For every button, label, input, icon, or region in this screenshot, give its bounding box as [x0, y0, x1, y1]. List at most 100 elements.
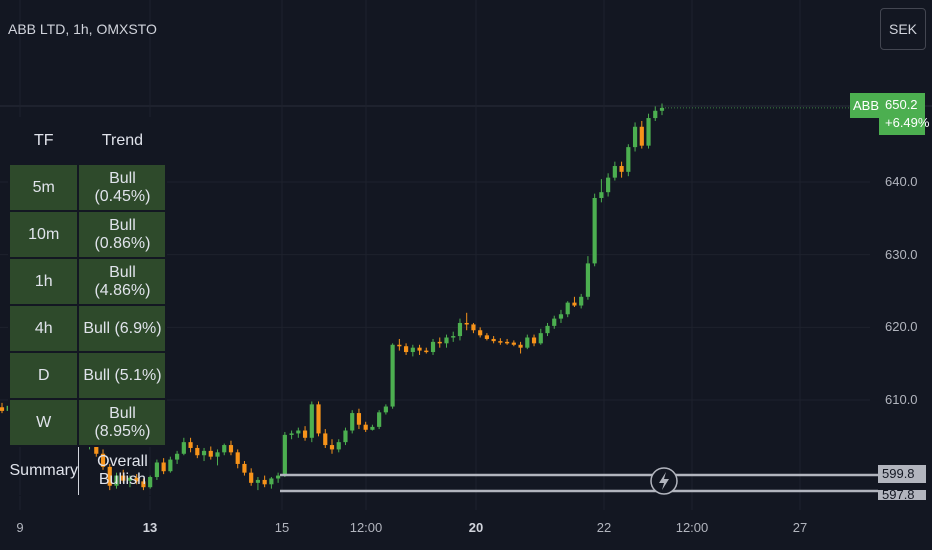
candle-body — [498, 341, 503, 343]
candle-body — [612, 166, 617, 178]
row-tf: 4h — [7, 304, 80, 353]
candle-body — [249, 472, 254, 483]
candle-body — [336, 442, 341, 450]
candle-body — [377, 412, 382, 427]
candle-body — [457, 322, 463, 337]
candle-body — [0, 407, 5, 411]
candle-body — [309, 404, 314, 438]
level-tag-lower: 597.8 — [878, 490, 926, 500]
candle-body — [403, 346, 409, 353]
currency-button[interactable]: SEK — [880, 8, 926, 50]
candle-body — [525, 337, 530, 348]
candle-body — [282, 434, 287, 476]
candle-body — [653, 110, 658, 119]
row-tf: W — [7, 398, 80, 447]
level-lines — [280, 473, 878, 493]
candle-body — [390, 344, 395, 407]
candle-body — [289, 433, 294, 435]
x-tick-label: 15 — [274, 520, 290, 535]
candle-body — [363, 424, 368, 430]
candle-body — [181, 442, 186, 454]
candle-body — [505, 341, 510, 344]
y-tick-label: 640.0 — [885, 174, 918, 189]
trend-table-header: TF Trend — [8, 117, 167, 165]
x-tick-label: 22 — [596, 520, 612, 535]
candle-body — [276, 475, 281, 479]
row-tf: 1h — [7, 257, 80, 306]
row-trend: Bull (6.9%) — [77, 304, 168, 353]
row-trend: Bull (5.1%) — [77, 351, 168, 400]
candle-body — [215, 452, 220, 457]
header-tf: TF — [8, 117, 79, 165]
candle-body — [175, 453, 180, 460]
candle-body — [188, 442, 193, 448]
candle-body — [168, 459, 173, 472]
candle-body — [619, 166, 624, 172]
summary-value: Overall Bullish — [77, 445, 167, 496]
candle-body — [343, 430, 348, 443]
y-tick-label: 610.0 — [885, 392, 918, 407]
candle-body — [242, 463, 247, 473]
symbol-tag: ABB — [850, 93, 883, 118]
candle-body — [397, 344, 402, 347]
header-trend: Trend — [77, 117, 167, 165]
candle-body — [606, 177, 611, 193]
row-tf: 10m — [7, 210, 80, 259]
candle-body — [531, 337, 537, 344]
candle-body — [552, 318, 557, 326]
candle-body — [235, 452, 240, 464]
candle-body — [511, 342, 516, 345]
candle-body — [585, 263, 591, 297]
candle-body — [592, 197, 597, 264]
candle-body — [424, 350, 429, 353]
row-trend: Bull (8.95%) — [77, 398, 168, 447]
candle-body — [222, 445, 227, 453]
candle-body — [538, 333, 543, 344]
x-tick-label: 12:00 — [675, 520, 709, 535]
table-row: 4h Bull (6.9%) — [7, 304, 168, 353]
candle-body — [195, 447, 200, 456]
candle-body — [599, 192, 604, 198]
candle-body — [350, 413, 355, 431]
candle-body — [626, 147, 631, 172]
summary-row: Summary Overall Bullish — [8, 445, 167, 496]
candle-body — [417, 347, 422, 351]
candle-body — [323, 433, 328, 446]
candle-body — [646, 118, 651, 146]
chart-title: ABB LTD, 1h, OMXSTO — [8, 21, 157, 37]
x-tick-label: 20 — [468, 520, 484, 535]
level-tag-upper: 599.8 — [878, 465, 926, 483]
candle-body — [444, 337, 449, 344]
table-row: 5m Bull (0.45%) — [7, 163, 168, 212]
candle-body — [430, 341, 436, 353]
candle-body — [201, 450, 207, 456]
candle-body — [370, 426, 375, 430]
candle-body — [228, 445, 234, 453]
candle-body — [471, 324, 476, 331]
candle-body — [356, 413, 362, 425]
candle-body — [491, 338, 496, 342]
candle-body — [383, 406, 388, 413]
candle-body — [262, 479, 267, 485]
x-tick-label: 13 — [142, 520, 158, 535]
last-price-value: 650.2 — [885, 97, 918, 112]
candle-body — [639, 126, 644, 146]
candle-body — [518, 344, 523, 348]
row-trend: Bull (0.86%) — [77, 210, 168, 259]
candle-body — [659, 107, 665, 111]
table-row: 1h Bull (4.86%) — [7, 257, 168, 306]
row-tf: 5m — [7, 163, 80, 212]
candle-body — [269, 478, 274, 485]
candle-body — [410, 347, 415, 353]
candle-body — [558, 314, 564, 319]
table-row: 10m Bull (0.86%) — [7, 210, 168, 259]
candle-body — [437, 341, 442, 344]
table-row: W Bull (8.95%) — [7, 398, 168, 447]
candle-body — [451, 336, 456, 338]
trend-table: TF Trend 5m Bull (0.45%) 10m Bull (0.86%… — [7, 117, 168, 496]
candle-body — [316, 404, 321, 434]
candle-body — [478, 330, 483, 336]
row-trend: Bull (4.86%) — [77, 257, 168, 306]
last-price-tag: 650.2 +6.49% — [879, 93, 929, 135]
